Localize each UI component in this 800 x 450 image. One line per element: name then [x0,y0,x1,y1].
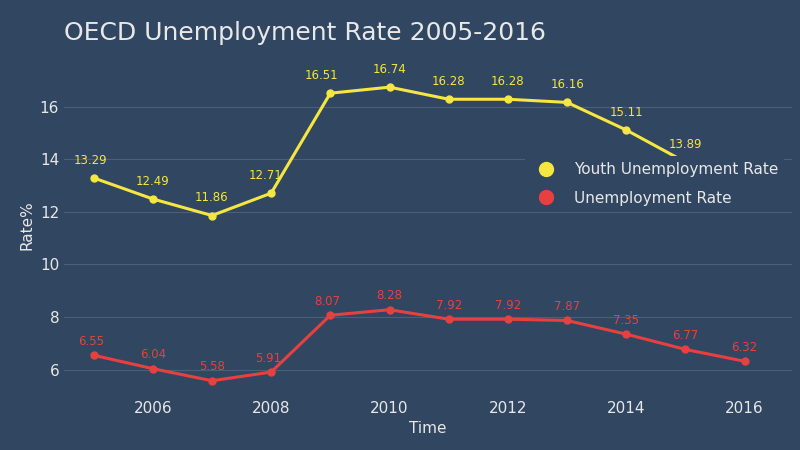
Text: 16.28: 16.28 [432,75,466,88]
Text: 6.32: 6.32 [731,341,758,354]
Text: 16.28: 16.28 [491,75,525,88]
Text: 5.58: 5.58 [199,360,225,374]
Text: 7.92: 7.92 [494,299,521,312]
Text: 6.77: 6.77 [672,329,698,342]
Text: 8.28: 8.28 [377,289,402,302]
Text: 7.87: 7.87 [554,300,580,313]
Text: 11.86: 11.86 [195,192,229,204]
Text: 13.89: 13.89 [669,138,702,151]
Text: 13.29: 13.29 [74,154,107,167]
Text: 12.96: 12.96 [728,162,762,176]
Text: 16.74: 16.74 [373,63,406,76]
Text: OECD Unemployment Rate 2005-2016: OECD Unemployment Rate 2005-2016 [64,21,546,45]
Text: 12.71: 12.71 [248,169,282,182]
Text: 7.35: 7.35 [614,314,639,327]
Text: 6.55: 6.55 [78,335,104,348]
Legend: Youth Unemployment Rate, Unemployment Rate: Youth Unemployment Rate, Unemployment Ra… [525,156,784,212]
Y-axis label: Rate%: Rate% [19,200,34,250]
Text: 7.92: 7.92 [435,299,462,312]
Text: 5.91: 5.91 [255,352,282,365]
Text: 6.04: 6.04 [140,348,166,361]
Text: 15.11: 15.11 [610,106,643,119]
Text: 8.07: 8.07 [314,295,340,308]
Text: 16.16: 16.16 [550,78,584,91]
X-axis label: Time: Time [410,421,446,436]
Text: 12.49: 12.49 [136,175,170,188]
Text: 16.51: 16.51 [305,69,338,82]
